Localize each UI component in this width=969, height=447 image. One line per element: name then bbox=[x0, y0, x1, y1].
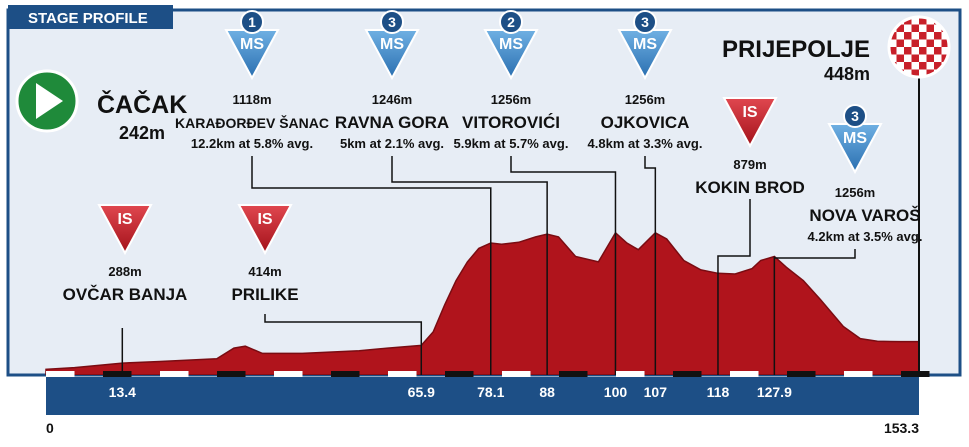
header-tag: STAGE PROFILE bbox=[8, 5, 173, 29]
km-label: 107 bbox=[644, 384, 668, 400]
distance-stripe bbox=[616, 371, 645, 377]
distance-stripe bbox=[673, 371, 702, 377]
category-number: 3 bbox=[641, 14, 649, 30]
category-number: 3 bbox=[851, 108, 859, 124]
elevation-profile-area bbox=[45, 231, 920, 375]
km-label: 13.4 bbox=[109, 384, 136, 400]
climb-elevation: 1118m bbox=[232, 92, 271, 107]
climb-elevation: 1246m bbox=[372, 92, 412, 107]
km-label: 118 bbox=[707, 384, 730, 400]
category-number: 2 bbox=[507, 14, 515, 30]
km-label: 88 bbox=[539, 384, 555, 400]
distance-stripe bbox=[730, 371, 759, 377]
sprint-info: 414m PRILIKE bbox=[231, 264, 298, 304]
marker-type: MS bbox=[633, 36, 657, 53]
climb-detail: 12.2km at 5.8% avg. bbox=[191, 136, 313, 151]
climb-leader-line bbox=[510, 156, 617, 375]
climb-name: VITOROVIĆI bbox=[462, 113, 560, 132]
finish-elevation: 448m bbox=[824, 64, 870, 84]
climb-marker: MS 3 bbox=[617, 10, 673, 81]
climb-leader-line bbox=[251, 156, 492, 375]
distance-bar: 13.4 65.9 78.1 88 100 107 118 127.9 bbox=[46, 371, 930, 415]
category-number: 3 bbox=[388, 14, 396, 30]
distance-stripe bbox=[445, 371, 474, 377]
climb-detail: 5.9km at 5.7% avg. bbox=[454, 136, 569, 151]
distance-stripe bbox=[787, 371, 816, 377]
sprint-elevation: 414m bbox=[248, 264, 281, 279]
climb-name: KARAĐORĐEV ŠANAC bbox=[175, 114, 329, 131]
climb-info: 1256m OJKOVICA 4.8km at 3.3% avg. bbox=[588, 92, 703, 151]
climb-leader-line bbox=[391, 156, 548, 375]
climb-marker: MS 1 bbox=[224, 10, 280, 81]
distance-stripe bbox=[160, 371, 189, 377]
sprint-elevation: 879m bbox=[733, 157, 766, 172]
sprint-leader-line bbox=[717, 199, 751, 375]
distance-stripe bbox=[901, 371, 930, 377]
climb-marker: MS 2 bbox=[483, 10, 539, 81]
sprint-marker: IS bbox=[722, 97, 778, 149]
marker-type: MS bbox=[843, 130, 867, 147]
category-number: 1 bbox=[248, 14, 256, 30]
marker-type: IS bbox=[742, 104, 757, 121]
distance-stripe bbox=[844, 371, 873, 377]
sprint-info: 879m KOKIN BROD bbox=[695, 157, 805, 197]
km-label: 100 bbox=[604, 384, 628, 400]
climb-leader-line bbox=[773, 249, 856, 375]
sprint-info: 288m OVČAR BANJA bbox=[63, 264, 188, 304]
climb-info: 1256m NOVA VAROŠ 4.2km at 3.5% avg. bbox=[808, 185, 923, 244]
climb-detail: 5km at 2.1% avg. bbox=[340, 136, 444, 151]
climb-info: 1256m VITOROVIĆI 5.9km at 5.7% avg. bbox=[454, 92, 569, 151]
climb-name: RAVNA GORA bbox=[335, 113, 449, 132]
distance-end-label: 153.3 bbox=[884, 420, 919, 436]
distance-stripe bbox=[217, 371, 246, 377]
start-marker: ČAČAK 242m bbox=[15, 69, 187, 143]
climb-info: 1118m KARAĐORĐEV ŠANAC 12.2km at 5.8% avg. bbox=[175, 92, 329, 151]
climb-detail: 4.2km at 3.5% avg. bbox=[808, 229, 923, 244]
distance-stripe bbox=[331, 371, 360, 377]
distance-stripe bbox=[103, 371, 132, 377]
km-label: 78.1 bbox=[477, 384, 504, 400]
climb-elevation: 1256m bbox=[491, 92, 531, 107]
climb-leader-line bbox=[644, 156, 657, 375]
marker-type: IS bbox=[257, 211, 272, 228]
marker-type: MS bbox=[240, 36, 264, 53]
climb-elevation: 1256m bbox=[835, 185, 875, 200]
sprint-leader-line bbox=[264, 314, 423, 375]
climb-name: OJKOVICA bbox=[601, 113, 690, 132]
header-label: STAGE PROFILE bbox=[28, 10, 148, 27]
climb-name: NOVA VAROŠ bbox=[809, 206, 920, 225]
sprint-name: OVČAR BANJA bbox=[63, 285, 188, 304]
marker-type: MS bbox=[380, 36, 404, 53]
distance-start-label: 0 bbox=[46, 420, 54, 436]
sprint-name: PRILIKE bbox=[231, 285, 298, 304]
climb-elevation: 1256m bbox=[625, 92, 665, 107]
climb-marker: MS 3 bbox=[364, 10, 420, 81]
sprint-marker: IS bbox=[97, 204, 153, 256]
distance-stripe bbox=[502, 371, 531, 377]
climb-marker: MS 3 bbox=[827, 104, 883, 175]
distance-stripe bbox=[274, 371, 303, 377]
finish-marker: PRIJEPOLJE 448m bbox=[722, 15, 951, 377]
marker-type: MS bbox=[499, 36, 523, 53]
km-label: 65.9 bbox=[408, 384, 435, 400]
play-icon bbox=[36, 83, 63, 119]
climb-info: 1246m RAVNA GORA 5km at 2.1% avg. bbox=[335, 92, 449, 151]
distance-stripe bbox=[559, 371, 588, 377]
sprint-marker: IS bbox=[237, 204, 293, 256]
distance-stripe bbox=[46, 371, 75, 377]
climb-detail: 4.8km at 3.3% avg. bbox=[588, 136, 703, 151]
sprint-name: KOKIN BROD bbox=[695, 178, 805, 197]
sprint-elevation: 288m bbox=[108, 264, 141, 279]
start-elevation: 242m bbox=[119, 123, 165, 143]
start-name: ČAČAK bbox=[97, 89, 187, 119]
km-label: 127.9 bbox=[757, 384, 792, 400]
finish-name: PRIJEPOLJE bbox=[722, 36, 870, 63]
distance-stripe bbox=[388, 371, 417, 377]
checkered-flag-icon bbox=[887, 15, 951, 79]
marker-type: IS bbox=[117, 211, 132, 228]
